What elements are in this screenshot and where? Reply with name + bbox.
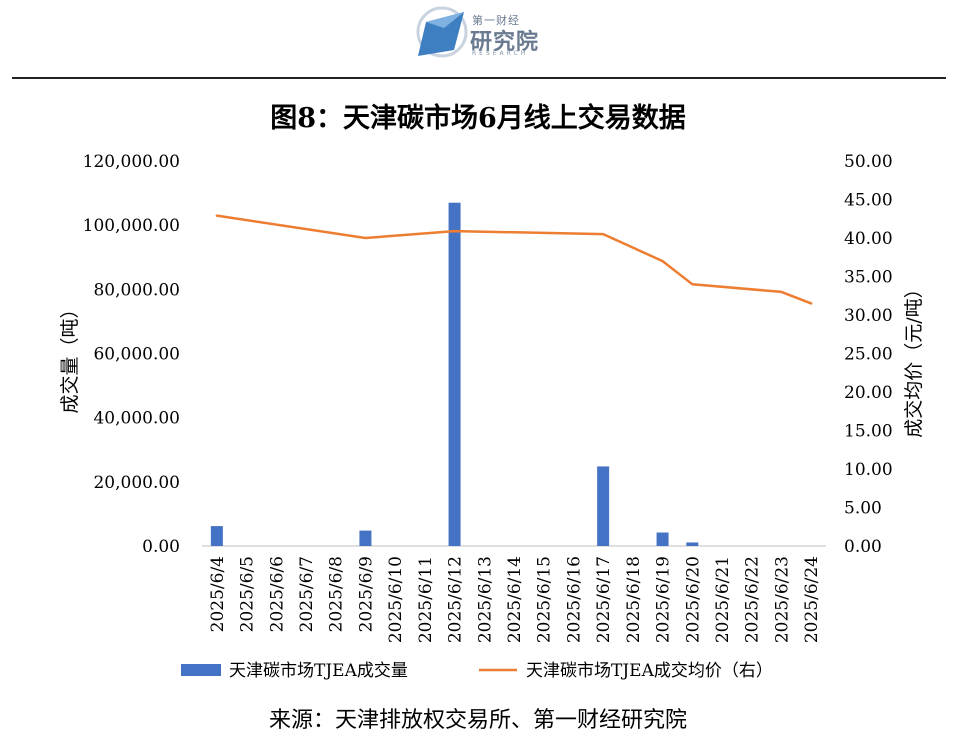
y-right-tick-label: 50.00 (844, 152, 893, 172)
legend-swatch-volume (181, 664, 221, 676)
y-right-tick-label: 30.00 (844, 306, 893, 326)
x-tick-label: 2025/6/20 (683, 556, 703, 643)
y-left-tick-label: 40,000.00 (93, 409, 180, 429)
y-right-tick-label: 25.00 (844, 345, 893, 365)
chart-title: 图8：天津碳市场6月线上交易数据 (270, 103, 686, 134)
x-tick-label: 2025/6/9 (356, 556, 376, 632)
logo-sub-text: RESEARCH (472, 50, 529, 57)
x-tick-label: 2025/6/24 (802, 556, 822, 643)
bar-volume (597, 466, 610, 546)
x-tick-label: 2025/6/10 (386, 556, 406, 643)
bar-volume (686, 542, 699, 546)
x-tick-label: 2025/6/18 (624, 556, 644, 643)
y-left-axis-title: 成交量（吨） (59, 299, 81, 413)
y-left-tick-label: 100,000.00 (83, 216, 180, 236)
y-left-tick-label: 0.00 (142, 537, 180, 557)
header-divider (12, 77, 946, 79)
x-tick-label: 2025/6/4 (208, 556, 228, 632)
y-right-tick-label: 0.00 (844, 537, 882, 557)
x-tick-label: 2025/6/15 (535, 556, 555, 643)
x-tick-label: 2025/6/5 (238, 556, 258, 632)
y-right-tick-label: 40.00 (844, 229, 893, 249)
bar-volume (359, 530, 372, 546)
logo-top-text: 第一财经 (472, 14, 520, 27)
x-tick-label: 2025/6/22 (743, 556, 763, 643)
x-tick-label: 2025/6/7 (297, 556, 317, 632)
chart: 0.00 20,000.00 40,000.00 60,000.00 80,000.00… (59, 152, 925, 681)
bar-volume (656, 532, 669, 546)
y-right-axis-title: 成交均价（元/吨） (903, 279, 925, 437)
logo-mark-icon (416, 6, 468, 58)
bar-volume (448, 202, 461, 547)
y-right-tick-label: 20.00 (844, 383, 893, 403)
logo: 第一财经 研究院 RESEARCH (414, 6, 554, 58)
y-right-tick-label: 35.00 (844, 268, 893, 288)
y-right-tick-label: 5.00 (844, 499, 882, 519)
y-left-tick-label: 60,000.00 (93, 345, 180, 365)
y-right-tick-label: 10.00 (844, 460, 893, 480)
x-tick-label: 2025/6/16 (564, 556, 584, 643)
x-tick-label: 2025/6/6 (267, 556, 287, 632)
x-tick-label: 2025/6/14 (505, 556, 525, 643)
legend-label-price: 天津碳市场TJEA成交均价（右） (526, 661, 773, 681)
source-note: 来源：天津排放权交易所、第一财经研究院 (268, 708, 687, 733)
y-left-tick-label: 80,000.00 (93, 280, 180, 300)
x-tick-label: 2025/6/19 (654, 556, 674, 643)
x-tick-label: 2025/6/12 (446, 556, 466, 643)
x-tick-label: 2025/6/17 (594, 556, 614, 643)
logo-main-text: 研究院 (470, 30, 540, 55)
x-tick-label: 2025/6/13 (475, 556, 495, 643)
x-tick-label: 2025/6/21 (713, 556, 733, 643)
x-tick-label: 2025/6/23 (772, 556, 792, 643)
x-tick-label: 2025/6/11 (416, 556, 436, 643)
legend-label-volume: 天津碳市场TJEA成交量 (229, 661, 408, 681)
bar-volume (210, 526, 223, 546)
x-tick-label: 2025/6/8 (327, 556, 347, 632)
line-avg-price (215, 214, 813, 305)
y-right-tick-label: 15.00 (844, 422, 893, 442)
y-left-tick-label: 120,000.00 (83, 152, 180, 172)
y-right-tick-label: 45.00 (844, 191, 893, 211)
y-left-tick-label: 20,000.00 (93, 473, 180, 493)
